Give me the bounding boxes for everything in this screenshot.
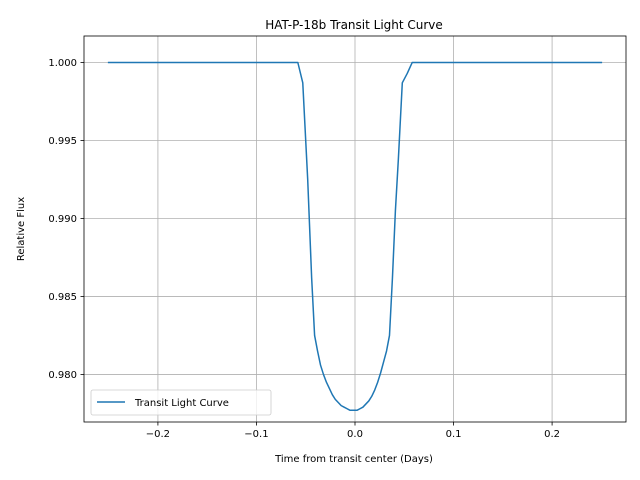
- chart-title: HAT-P-18b Transit Light Curve: [265, 18, 443, 32]
- x-tick-label: −0.1: [244, 429, 268, 440]
- y-tick-label: 0.985: [48, 292, 77, 303]
- series-line-0: [107, 61, 603, 412]
- legend: Transit Light Curve: [90, 389, 272, 416]
- y-tick-label: 1.000: [48, 58, 77, 69]
- x-tick-label: −0.2: [146, 429, 170, 440]
- x-tick-label: 0.0: [347, 429, 363, 440]
- y-axis-label: Relative Flux: [16, 197, 27, 261]
- y-tick-label: 0.980: [48, 370, 77, 381]
- x-axis-ticks: −0.2 −0.1 0.0 0.1 0.2: [146, 422, 560, 440]
- series-layer: [107, 61, 603, 412]
- y-tick-label: 0.990: [48, 214, 77, 225]
- x-tick-label: 0.1: [446, 429, 462, 440]
- x-tick-label: 0.2: [544, 429, 560, 440]
- legend-label-transit-light-curve: Transit Light Curve: [134, 398, 229, 409]
- x-axis-label: Time from transit center (Days): [274, 454, 433, 465]
- legend-box: [90, 389, 272, 416]
- y-axis-ticks: 0.980 0.985 0.990 0.995 1.000: [48, 58, 84, 381]
- y-tick-label: 0.995: [48, 136, 77, 147]
